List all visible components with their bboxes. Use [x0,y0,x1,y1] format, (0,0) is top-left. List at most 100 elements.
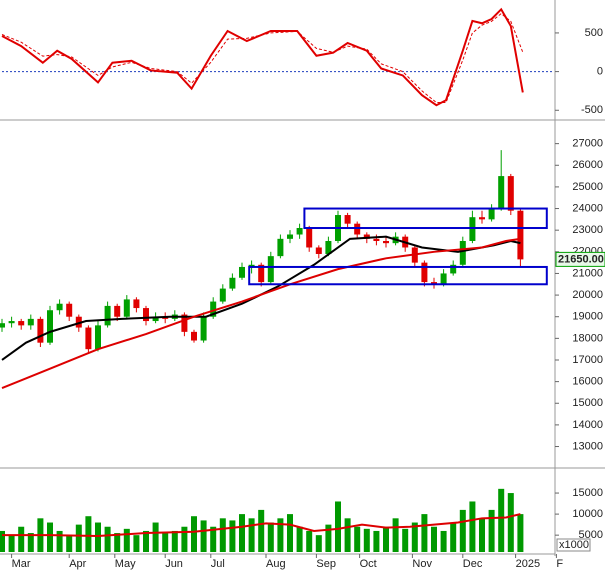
y-tick-label: 23000 [572,224,603,236]
candle-body [114,305,121,317]
candle-body [517,210,524,260]
volume-bar [517,514,524,552]
volume-bar [440,530,447,552]
candle-body [181,314,188,332]
volume-bar [75,524,82,552]
y-tick-label: 13000 [572,440,603,452]
volume-bar [210,526,217,552]
series-line [1,7,524,107]
x-tick-label: May [115,558,136,570]
volume-bar [267,522,274,552]
volume-bar [114,533,121,552]
volume-bar [229,520,236,552]
volume-bar [47,522,53,552]
candle-body [315,247,322,254]
volume-bar [123,528,130,552]
candle-body [66,303,73,317]
y-tick-label: 25000 [572,181,603,193]
y-tick-label: -500 [581,104,603,116]
volume-bar [421,514,428,552]
x-tick-label: Oct [360,558,377,570]
candle-body [488,208,495,220]
candle-body [258,264,265,283]
volume-bar [507,493,514,552]
candle-body [479,217,485,220]
candle-body [507,176,514,211]
candle-body [143,308,149,322]
volume-bar [306,530,313,552]
y-tick-label: 27000 [572,138,603,150]
candle-body [219,288,226,302]
candle-body [373,238,380,241]
candle-body [85,327,92,350]
y-tick-label: 5000 [579,529,603,541]
volume-bar [277,518,284,552]
volume-bar [27,533,34,552]
volume-bar [258,509,265,552]
candle-body [450,264,457,274]
volume-bar [66,535,73,552]
volume-bar [104,526,111,552]
candle-body [239,266,245,278]
volume-bar [354,526,361,552]
volume-bar [133,535,140,552]
volume-bar [402,528,409,552]
candle-body [95,325,101,350]
last-price-label: 21650.00 [558,253,604,265]
candle-body [296,228,303,235]
volume-bar [325,524,332,552]
candle-body [200,316,207,341]
candle-body [56,303,63,311]
candle-body [0,323,5,328]
x-tick-label: Jul [211,558,225,570]
candle-body [431,282,437,285]
candle-body [123,299,130,317]
volume-bar [85,516,92,552]
y-tick-label: 18000 [572,332,603,344]
x-tick-label: Nov [412,558,432,570]
volume-bar [450,522,457,552]
x-tick-label: F [556,558,563,570]
x-tick-label: Mar [12,558,31,570]
volume-bar [335,501,341,552]
volume-bar [248,518,255,552]
last-price-box [555,251,605,267]
y-tick-label: 20000 [572,289,603,301]
y-tick-label: 0 [597,66,603,78]
candle-body [27,318,34,326]
candle-body [325,240,332,254]
candle-body [498,176,505,209]
volume-bar [469,501,476,552]
candle-body [152,316,159,322]
volume-bar [459,509,466,552]
candle-body [248,264,255,267]
volume-bar [162,533,169,552]
volume-bar [181,526,188,552]
y-tick-label: 15000 [572,397,603,409]
series-line [1,235,521,361]
series-line [1,237,521,390]
volume-bar [392,518,399,552]
candle-body [306,228,313,248]
x-tick-label: Jun [165,558,183,570]
candle-body [267,256,274,283]
candle-body [459,240,466,265]
volume-bar [171,530,178,552]
y-tick-label: 15000 [572,487,603,499]
y-tick-label: 17000 [572,354,603,366]
candle-body [277,238,284,257]
candle-body [344,215,351,224]
x-tick-label: Apr [69,558,86,570]
series-line [2,513,521,538]
volume-bar [488,509,495,552]
support-zone [248,265,548,286]
candle-body [18,321,25,326]
candle-body [287,234,293,239]
volume-bar [200,520,207,552]
y-tick-label: 14000 [572,419,603,431]
y-tick-label: 19000 [572,311,603,323]
candle-body [133,299,140,309]
candle-body [469,217,476,241]
volume-bar [152,522,159,552]
